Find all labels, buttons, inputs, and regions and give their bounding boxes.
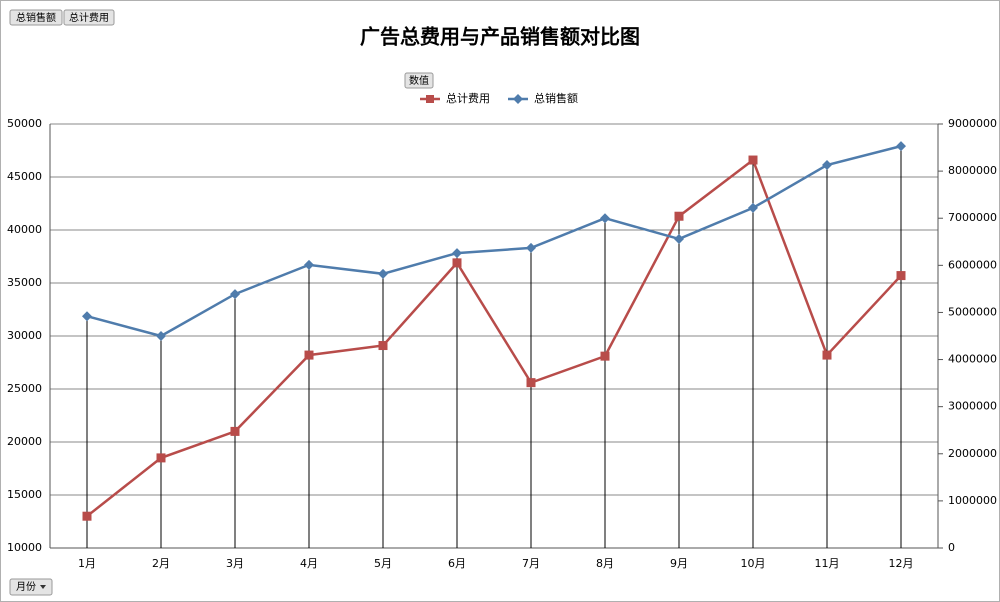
y2-tick-label: 3000000 — [948, 400, 997, 413]
field-button[interactable]: 总计费用 — [63, 9, 115, 26]
chart-title: 广告总费用与产品销售额对比图 — [360, 25, 640, 49]
y2-tick-label: 8000000 — [948, 164, 997, 177]
field-button[interactable]: 数值 — [404, 72, 434, 89]
marker — [304, 350, 314, 360]
x-tick-label: 1月 — [78, 557, 96, 570]
field-button-label[interactable]: 数值 — [409, 74, 429, 87]
y-tick-label: 10000 — [7, 541, 42, 554]
marker — [600, 351, 610, 361]
x-tick-label: 4月 — [300, 557, 318, 570]
marker — [156, 331, 166, 341]
marker — [822, 350, 832, 360]
y-tick-label: 20000 — [7, 435, 42, 448]
x-tick-label: 6月 — [448, 557, 466, 570]
marker — [452, 258, 462, 268]
marker — [896, 271, 906, 281]
marker — [452, 248, 462, 259]
y-tick-label: 45000 — [7, 170, 42, 183]
marker — [748, 155, 758, 165]
legend-marker — [513, 94, 523, 104]
field-button[interactable]: 总销售额 — [9, 9, 63, 26]
y-tick-label: 15000 — [7, 488, 42, 501]
marker — [748, 202, 758, 213]
x-tick-label: 5月 — [374, 557, 392, 570]
x-tick-label: 3月 — [226, 557, 244, 570]
x-tick-label: 2月 — [152, 557, 170, 570]
marker — [674, 211, 684, 221]
marker — [230, 426, 240, 436]
y-tick-label: 30000 — [7, 329, 42, 342]
series-line — [86, 144, 902, 338]
y2-tick-label: 7000000 — [948, 211, 997, 224]
y-tick-label: 50000 — [7, 117, 42, 130]
y2-tick-label: 2000000 — [948, 447, 997, 460]
field-button-label[interactable]: 总销售额 — [16, 11, 56, 24]
marker — [674, 233, 684, 244]
field-button-label[interactable]: 月份 — [16, 581, 36, 593]
y2-tick-label: 0 — [948, 541, 955, 554]
x-tick-label: 10月 — [741, 557, 766, 570]
dropdown-arrow[interactable] — [40, 585, 46, 589]
y-tick-label: 40000 — [7, 223, 42, 236]
marker — [600, 213, 610, 224]
x-tick-label: 12月 — [889, 557, 914, 570]
marker — [378, 268, 388, 279]
y-tick-label: 35000 — [7, 276, 42, 289]
marker — [822, 159, 832, 170]
legend-marker — [426, 95, 434, 103]
marker — [156, 453, 166, 463]
legend-label: 总销售额 — [534, 91, 578, 105]
y2-tick-label: 9000000 — [948, 117, 997, 130]
marker — [526, 378, 536, 388]
field-button[interactable]: 月份 — [9, 578, 53, 596]
y2-tick-label: 1000000 — [948, 494, 997, 507]
series-line — [86, 158, 902, 518]
marker — [82, 311, 92, 322]
marker — [896, 141, 906, 152]
y-tick-label: 25000 — [7, 382, 42, 395]
x-tick-label: 8月 — [596, 557, 614, 570]
y2-tick-label: 5000000 — [948, 305, 997, 318]
marker — [526, 242, 536, 253]
marker — [82, 511, 92, 521]
marker — [378, 341, 388, 351]
marker — [304, 259, 314, 270]
x-tick-label: 7月 — [522, 557, 540, 570]
y2-tick-label: 6000000 — [948, 258, 997, 271]
field-button-label[interactable]: 总计费用 — [69, 11, 109, 24]
x-tick-label: 9月 — [670, 557, 688, 570]
marker — [230, 289, 240, 300]
x-tick-label: 11月 — [815, 557, 840, 570]
legend-label: 总计费用 — [446, 91, 490, 105]
y2-tick-label: 4000000 — [948, 353, 997, 366]
